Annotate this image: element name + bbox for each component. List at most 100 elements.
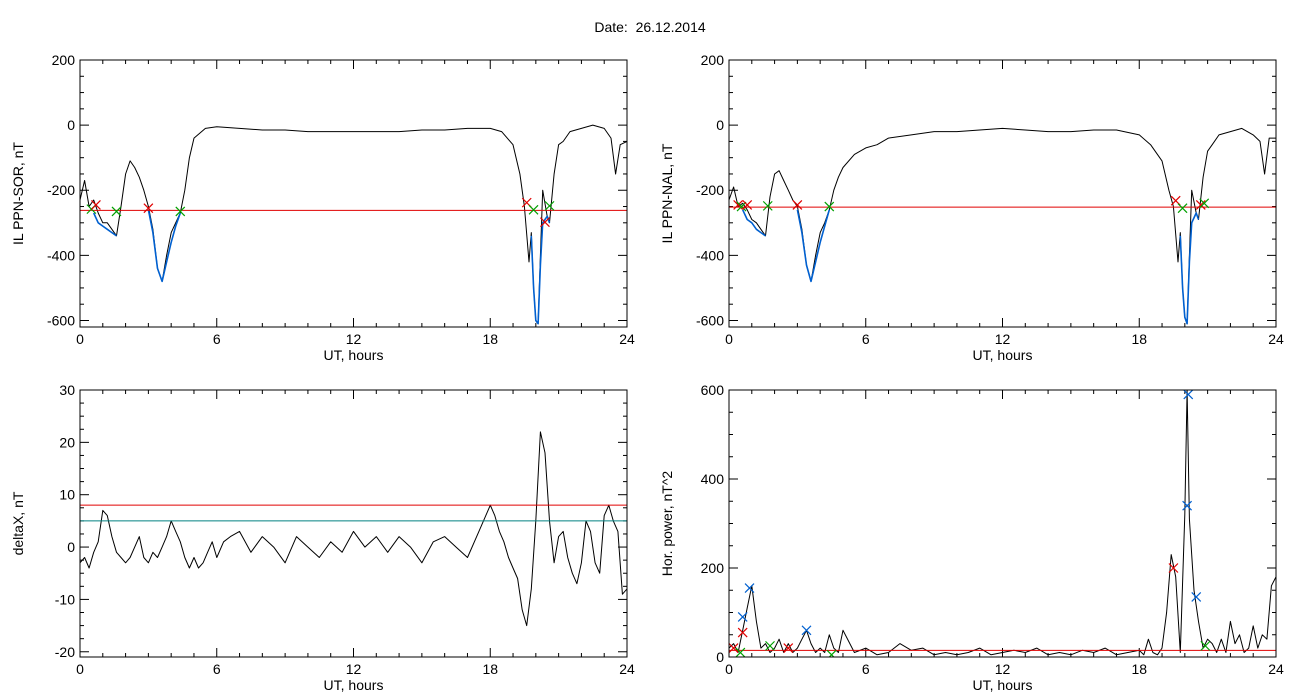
x-tick-label: 0	[76, 661, 84, 677]
x-tick-label: 6	[213, 331, 221, 347]
event-marker	[765, 640, 775, 651]
x-tick-label: 6	[862, 661, 870, 677]
y-tick-label: 600	[701, 382, 725, 398]
y-axis-label: IL PPN-NAL, nT	[659, 143, 675, 243]
y-tick-label: 200	[701, 52, 725, 68]
x-tick-label: 12	[995, 331, 1011, 347]
y-tick-label: 200	[701, 560, 725, 576]
plot-area	[729, 390, 1276, 657]
y-tick-label: 0	[716, 117, 724, 133]
plot-area	[80, 124, 627, 325]
event-marker	[826, 649, 837, 657]
event-marker	[742, 199, 753, 210]
event-marker	[111, 206, 122, 217]
event-marker	[783, 643, 794, 654]
event-marker	[1200, 640, 1211, 651]
event-marker	[792, 199, 803, 210]
event-marker	[544, 200, 555, 211]
plot-frame	[79, 59, 628, 328]
x-tick-label: 0	[725, 331, 733, 347]
event-marker	[1168, 563, 1179, 573]
y-tick-label: 0	[67, 539, 75, 555]
event-marker	[528, 204, 539, 215]
y-axis-label: IL PPN-SOR, nT	[10, 142, 26, 245]
plot-frame	[728, 59, 1277, 328]
event-marker	[762, 200, 773, 211]
event-marker	[540, 217, 550, 228]
series-line	[1179, 212, 1200, 325]
y-tick-label: 30	[59, 382, 75, 398]
y-tick-label: 20	[59, 434, 75, 450]
panel-il-sor: 0 6 12 18 24 200 0 -200 -400 -600 UT, hours IL PPN-…	[10, 52, 635, 363]
event-marker	[824, 201, 835, 212]
x-axis-label: UT, hours	[973, 347, 1033, 363]
plot-area	[80, 431, 627, 627]
y-tick-label: -200	[47, 182, 75, 198]
x-tick-label: 24	[619, 331, 635, 347]
x-tick-label: 6	[862, 331, 870, 347]
series-line	[92, 212, 117, 237]
y-tick-label: 0	[716, 649, 724, 665]
y-tick-label: -600	[696, 312, 724, 328]
x-axis-label: UT, hours	[973, 677, 1033, 693]
x-axis-label: UT, hours	[324, 347, 384, 363]
series-line	[80, 124, 627, 325]
y-tick-label: 0	[67, 117, 75, 133]
y-tick-label: -10	[55, 591, 75, 607]
x-tick-label: 18	[482, 331, 498, 347]
x-tick-label: 18	[482, 661, 498, 677]
plot-frame	[728, 389, 1277, 658]
y-axis-label: Hor. power, nT^2	[659, 471, 675, 577]
page-title: Date: 26.12.2014	[594, 19, 706, 35]
y-tick-label: 200	[52, 52, 76, 68]
plot-frame	[79, 389, 628, 658]
series-line	[796, 209, 831, 283]
event-marker	[744, 583, 755, 593]
event-marker	[1183, 390, 1194, 400]
y-tick-label: -200	[696, 182, 724, 198]
event-marker	[1177, 203, 1188, 214]
y-tick-label: -400	[47, 247, 75, 263]
event-marker	[729, 643, 739, 654]
event-marker	[1199, 198, 1210, 209]
y-tick-label: -400	[696, 247, 724, 263]
series-line	[80, 431, 627, 627]
event-marker	[175, 206, 186, 217]
x-tick-label: 0	[76, 331, 84, 347]
event-marker	[737, 627, 748, 638]
event-marker	[735, 647, 746, 657]
x-tick-label: 18	[1131, 331, 1147, 347]
series-line	[741, 209, 766, 237]
series-line	[147, 209, 182, 283]
event-marker	[1191, 592, 1202, 602]
panel-hor-power: 0 6 12 18 24 600 400 200 0 UT, hours Hor. power, n…	[659, 382, 1284, 693]
event-marker	[1195, 199, 1206, 210]
series-line	[729, 390, 1276, 656]
x-tick-label: 12	[346, 331, 362, 347]
y-tick-label: 400	[701, 471, 725, 487]
event-marker	[801, 625, 812, 636]
x-tick-label: 18	[1131, 661, 1147, 677]
x-tick-label: 24	[1268, 661, 1284, 677]
y-tick-label: -20	[55, 644, 75, 660]
x-tick-label: 24	[619, 661, 635, 677]
y-tick-label: 10	[59, 487, 75, 503]
x-tick-label: 12	[995, 661, 1011, 677]
event-marker	[1182, 500, 1193, 511]
x-axis-label: UT, hours	[324, 677, 384, 693]
event-marker	[143, 203, 154, 214]
x-tick-label: 24	[1268, 331, 1284, 347]
y-axis-label: deltaX, nT	[10, 491, 26, 555]
panel-deltax: 0 6 12 18 24 30 20 10 0 -10 -20 UT, hours deltaX, nT	[10, 382, 635, 693]
series-line	[729, 127, 1276, 325]
y-tick-label: -600	[47, 312, 75, 328]
series-line	[530, 215, 551, 325]
event-marker	[736, 201, 747, 212]
plot-area	[729, 127, 1276, 325]
x-tick-label: 6	[213, 661, 221, 677]
event-marker	[733, 199, 744, 210]
event-marker	[91, 199, 101, 210]
panel-il-nal: 0 6 12 18 24 200 0 -200 -400 -600 UT, hours IL PPN-…	[659, 52, 1284, 363]
event-marker	[737, 612, 748, 622]
